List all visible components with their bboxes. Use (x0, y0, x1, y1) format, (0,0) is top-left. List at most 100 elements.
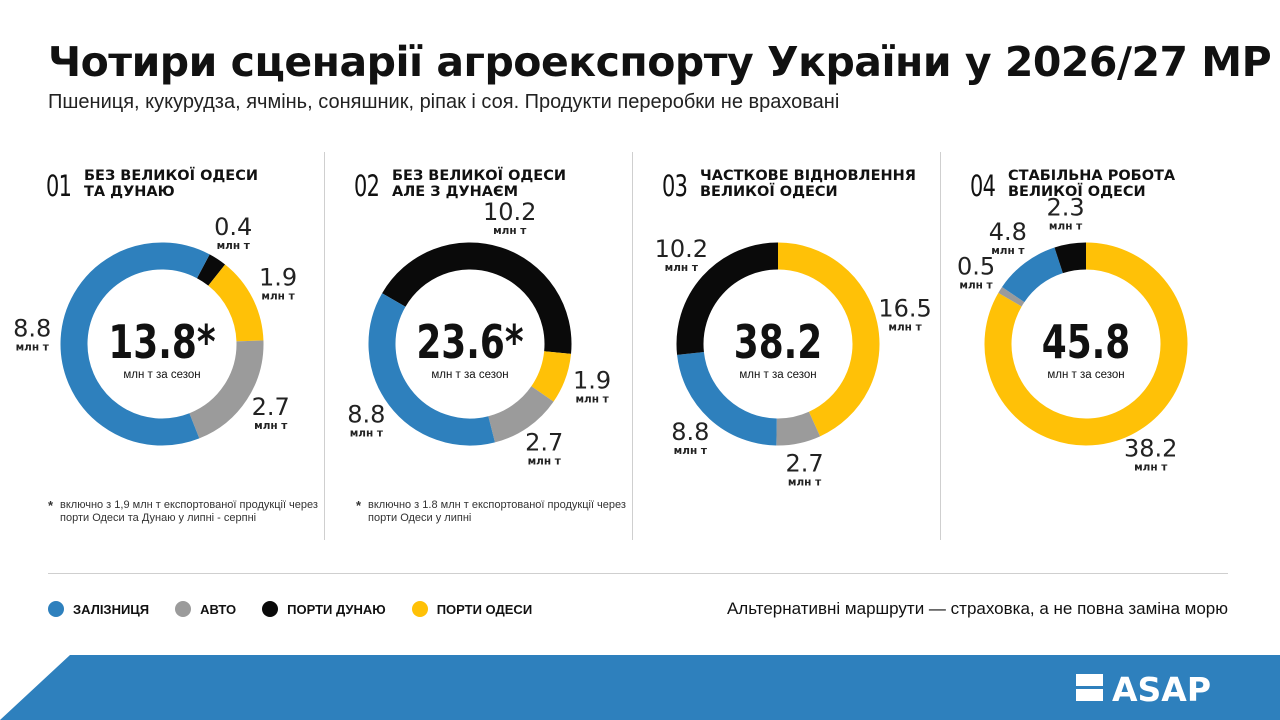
donut-total: 23.6* (416, 316, 523, 370)
slice-unit-label: млн т (528, 456, 562, 468)
slice-value-label: 2.3 (1046, 194, 1084, 222)
scenario-footnote-text: включно з 1.8 млн т експортованої продук… (368, 499, 626, 524)
column-divider (324, 152, 325, 540)
donut-slice-danube (1054, 242, 1087, 274)
legend-swatch-icon (411, 601, 428, 617)
legend-label: ЗАЛІЗНИЦЯ (73, 601, 150, 617)
legend-label: ПОРТИ ДУНАЮ (287, 601, 386, 617)
slice-unit-label: млн т (575, 394, 609, 406)
slice-value-label: 10.2 (483, 198, 536, 226)
donut-slice-rail (677, 351, 778, 446)
legend-item-danube: ПОРТИ ДУНАЮ (262, 601, 386, 617)
donut-slice-danube (676, 242, 779, 355)
slice-value-label: 2.7 (525, 429, 563, 457)
page-title: Чотири сценарії агроекспорту України у 2… (48, 38, 1272, 86)
slice-unit-label: млн т (1134, 462, 1168, 474)
scenario-panel-4: 04 СТАБІЛЬНА РОБОТА ВЕЛИКОЇ ОДЕСИ 38.2 мл… (940, 150, 1249, 542)
donut-slice-odesa (207, 264, 264, 342)
slice-unit-label: млн т (991, 245, 1025, 257)
slice-value-label: 10.2 (655, 235, 708, 263)
slice-value-label: 1.9 (259, 263, 297, 291)
donut-total: 38.2 (734, 316, 823, 370)
slice-unit-label: млн т (959, 280, 993, 292)
asterisk-icon: * (48, 498, 54, 513)
slice-value-label: 0.4 (214, 213, 252, 241)
chart-legend: ЗАЛІЗНИЦЯ АВТО ПОРТИ ДУНАЮ ПОРТИ ОДЕСИ (48, 601, 558, 617)
legend-swatch-icon (262, 601, 279, 617)
legend-item-rail: ЗАЛІЗНИЦЯ (48, 601, 149, 617)
donut-slice-danube (196, 254, 226, 286)
scenario-footnote: * включно з 1.8 млн т експортованої прод… (356, 499, 638, 525)
slice-unit-label: млн т (493, 225, 527, 237)
donut-total-unit: млн т за сезон (431, 369, 508, 381)
scenario-heading-line: БЕЗ ВЕЛИКОЇ ОДЕСИ (84, 168, 258, 184)
slice-value-label: 1.9 (573, 367, 611, 395)
donut-slice-odesa (531, 350, 572, 402)
slice-unit-label: млн т (16, 342, 50, 354)
slice-value-label: 8.8 (13, 315, 51, 343)
legend-swatch-icon (48, 601, 64, 617)
donut-slice-auto (188, 340, 264, 439)
asap-logo-text: ASAP (1112, 670, 1211, 708)
slice-value-label: 4.8 (989, 218, 1027, 246)
slice-unit-label: млн т (888, 321, 922, 333)
donut-slice-auto (776, 411, 821, 446)
slice-unit-label: млн т (665, 262, 699, 274)
legend-label: АВТО (200, 601, 237, 617)
scenario-heading-line: ВЕЛИКОЇ ОДЕСИ (1008, 184, 1146, 200)
scenario-heading-line: ЧАСТКОВЕ ВІДНОВЛЕННЯ (700, 168, 916, 184)
scenario-number: 01 (46, 169, 72, 203)
legend-label: ПОРТИ ОДЕСИ (436, 601, 533, 617)
slice-value-label: 16.5 (878, 294, 931, 322)
scenario-heading-line: ТА ДУНАЮ (84, 184, 175, 200)
donut-slice-rail (368, 293, 495, 446)
donut-total-unit: млн т за сезон (739, 369, 816, 381)
donut-total: 45.8 (1042, 316, 1131, 370)
legend-item-auto: АВТО (175, 601, 236, 617)
tagline: Альтернативні маршрути — страховка, а не… (726, 599, 1228, 618)
scenario-panel-3: 03 ЧАСТКОВЕ ВІДНОВЛЕННЯ ВЕЛИКОЇ ОДЕСИ 16… (632, 150, 941, 542)
slice-unit-label: млн т (788, 476, 822, 488)
asap-logo: ASAP (1076, 670, 1211, 708)
scenario-number: 03 (662, 169, 688, 203)
legend-swatch-icon (175, 601, 192, 617)
donut-slice-rail (60, 242, 210, 446)
footer-band (0, 655, 1280, 720)
donut-slice-rail (1002, 247, 1064, 303)
slice-value-label: 8.8 (671, 418, 709, 446)
scenario-heading-line: БЕЗ ВЕЛИКОЇ ОДЕСИ (392, 168, 566, 184)
slice-unit-label: млн т (217, 240, 251, 252)
scenario-heading: БЕЗ ВЕЛИКОЇ ОДЕСИ ТА ДУНАЮ (84, 168, 258, 200)
scenario-panel-2: 02 БЕЗ ВЕЛИКОЇ ОДЕСИ АЛЕ З ДУНАЄМ 10.2 мл… (324, 150, 633, 542)
slice-value-label: 8.8 (347, 400, 385, 428)
scenario-number: 04 (970, 169, 996, 203)
scenario-heading-line: АЛЕ З ДУНАЄМ (392, 184, 519, 200)
slice-unit-label: млн т (254, 420, 288, 432)
scenario-heading: ЧАСТКОВЕ ВІДНОВЛЕННЯ ВЕЛИКОЇ ОДЕСИ (700, 168, 916, 200)
column-divider (940, 152, 941, 540)
asterisk-icon: * (356, 498, 362, 513)
scenario-heading-line: ВЕЛИКОЇ ОДЕСИ (700, 184, 838, 200)
slice-value-label: 2.7 (252, 393, 290, 421)
slice-unit-label: млн т (674, 445, 708, 457)
scenario-heading: СТАБІЛЬНА РОБОТА ВЕЛИКОЇ ОДЕСИ (1008, 168, 1175, 200)
donut-slice-odesa (984, 242, 1188, 446)
slice-value-label: 38.2 (1124, 435, 1177, 463)
